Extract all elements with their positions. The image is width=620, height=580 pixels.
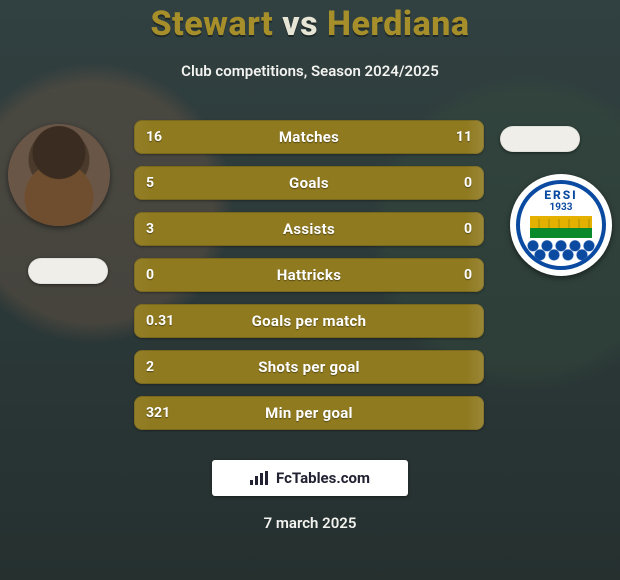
stat-value-left: 0.31	[134, 304, 186, 338]
stat-label: Shots per goal	[134, 350, 484, 384]
stat-value-right: 0	[452, 258, 484, 292]
subtitle: Club competitions, Season 2024/2025	[0, 62, 620, 80]
brand-text: FcTables.com	[276, 469, 370, 487]
comparison-card: Stewart vs Herdiana Club competitions, S…	[0, 0, 620, 580]
stat-label: Min per goal	[134, 396, 484, 430]
player-left-name-pill	[28, 258, 108, 284]
player-left-avatar	[8, 124, 110, 226]
stat-value-right: 0	[452, 166, 484, 200]
page-title: Stewart vs Herdiana	[0, 4, 620, 44]
stat-value-right: 11	[444, 120, 484, 154]
club-badge-year: 1933	[520, 202, 602, 213]
stat-label: Goals per match	[134, 304, 484, 338]
stat-row: 3Assists0	[134, 212, 484, 246]
stat-value-left: 0	[134, 258, 166, 292]
title-player-left: Stewart	[151, 4, 274, 44]
stat-row: 2Shots per goal	[134, 350, 484, 384]
stat-bars: 16Matches115Goals03Assists00Hattricks00.…	[134, 120, 484, 442]
stat-row: 0.31Goals per match	[134, 304, 484, 338]
stat-value-left: 2	[134, 350, 166, 384]
stat-row: 5Goals0	[134, 166, 484, 200]
club-badge-waves	[526, 238, 596, 264]
stat-value-right: 0	[452, 212, 484, 246]
stat-value-left: 3	[134, 212, 166, 246]
stat-value-left: 321	[134, 396, 182, 430]
club-right-badge: ERSI 1933	[510, 174, 612, 276]
club-badge-graphic: ERSI 1933	[516, 180, 606, 270]
club-badge-top-text: ERSI	[520, 188, 602, 202]
stat-value-left: 5	[134, 166, 166, 200]
title-player-right: Herdiana	[327, 4, 469, 44]
stat-value-left: 16	[134, 120, 174, 154]
stat-label: Goals	[134, 166, 484, 200]
club-badge-green-stripe	[530, 228, 592, 238]
stat-label: Matches	[134, 120, 484, 154]
stat-row: 321Min per goal	[134, 396, 484, 430]
player-right-name-pill	[500, 126, 580, 152]
stat-row: 0Hattricks0	[134, 258, 484, 292]
brand-link[interactable]: FcTables.com	[212, 460, 408, 496]
comparison-date: 7 march 2025	[0, 514, 620, 532]
stat-label: Hattricks	[134, 258, 484, 292]
brand-bars-icon	[250, 471, 268, 485]
stat-label: Assists	[134, 212, 484, 246]
title-vs: vs	[282, 4, 318, 44]
stat-row: 16Matches11	[134, 120, 484, 154]
